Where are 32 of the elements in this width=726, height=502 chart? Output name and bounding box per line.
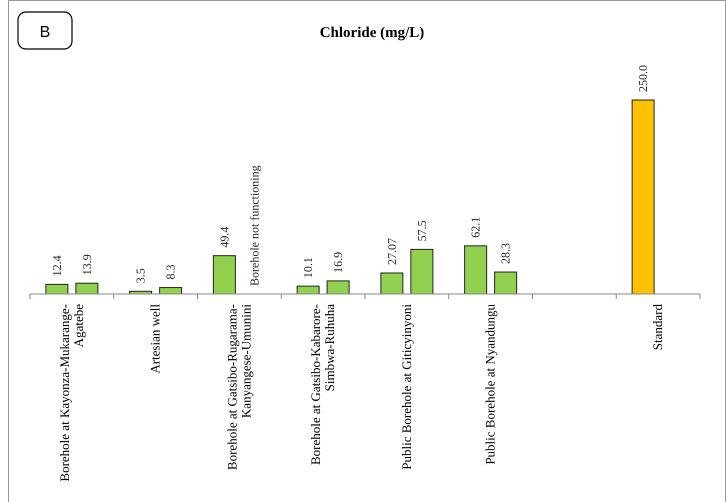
data-label: 3.5 — [134, 268, 148, 284]
data-label: 28.3 — [498, 243, 513, 264]
annotation: Borehole not functioning — [247, 165, 262, 286]
bar — [632, 100, 655, 294]
bar — [296, 286, 320, 294]
bar — [75, 282, 98, 294]
chart-title: Chloride (mg/L) — [320, 25, 424, 41]
x-tick-label: Public Borehole at Nyandungu — [482, 304, 498, 465]
bar — [464, 245, 488, 294]
data-label: 10.1 — [301, 257, 316, 278]
data-label: 62.1 — [468, 216, 483, 238]
x-tick-label: Artesian well — [148, 304, 163, 374]
bar — [212, 255, 236, 294]
bar — [326, 280, 350, 294]
data-label: 27.07 — [384, 238, 399, 265]
data-label: 13.9 — [80, 254, 94, 276]
x-tick-label: Borehole at Kayonza-Mukarange-Agatebe — [56, 304, 86, 482]
data-label: 49.4 — [217, 226, 232, 248]
x-tick-label: Standard — [650, 304, 666, 350]
bar — [410, 248, 434, 294]
data-label: 57.5 — [414, 220, 429, 242]
data-label: 16.9 — [331, 252, 346, 273]
data-label: 250.0 — [636, 65, 650, 92]
bar — [494, 272, 518, 294]
data-label: 12.4 — [50, 255, 64, 276]
x-tick-label: Borehole at Gatsibo-Kabarore-Simbwa-Ruhuha — [308, 304, 338, 465]
bar — [380, 272, 404, 294]
x-tick-label: Public Borehole at Giticyinyoni — [398, 304, 414, 470]
text: B — [40, 24, 50, 41]
data-label: 8.3 — [164, 264, 178, 280]
bar — [45, 284, 68, 294]
x-tick-label: Borehole at Gatsibo-Rugarama-Kanyangese-Umunini — [224, 304, 254, 470]
